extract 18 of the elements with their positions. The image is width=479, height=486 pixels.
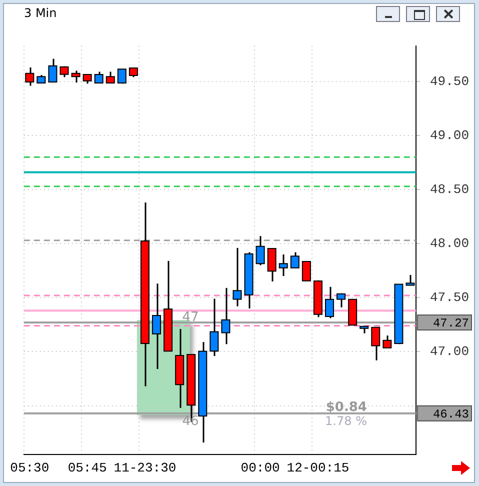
ref-line-label: 47.27 bbox=[432, 316, 469, 331]
y-tick-label: 49.00 bbox=[430, 128, 470, 143]
y-tick-label: 49.50 bbox=[430, 74, 470, 89]
x-tick-label: 00:00 bbox=[240, 460, 280, 476]
x-tick-label: 05:45 bbox=[68, 460, 107, 476]
x-tick-label: 11-23:30 bbox=[114, 460, 176, 476]
annotation: 1.78 % bbox=[325, 414, 367, 428]
chart-title: 3 Min bbox=[24, 6, 57, 20]
candlestick bbox=[302, 260, 311, 282]
x-tick-label: 05:30 bbox=[10, 460, 50, 476]
ref-line-label: 46.43 bbox=[432, 407, 469, 422]
y-tick-label: 47.00 bbox=[430, 344, 470, 360]
y-tick-label: 48.00 bbox=[430, 236, 470, 252]
annotation: $0.84 bbox=[326, 400, 367, 415]
annotation: 47 bbox=[182, 310, 199, 325]
y-tick-label: 48.50 bbox=[430, 182, 470, 198]
x-tick-label: 12-00:15 bbox=[286, 460, 350, 476]
y-tick-label: 47.50 bbox=[430, 290, 470, 306]
